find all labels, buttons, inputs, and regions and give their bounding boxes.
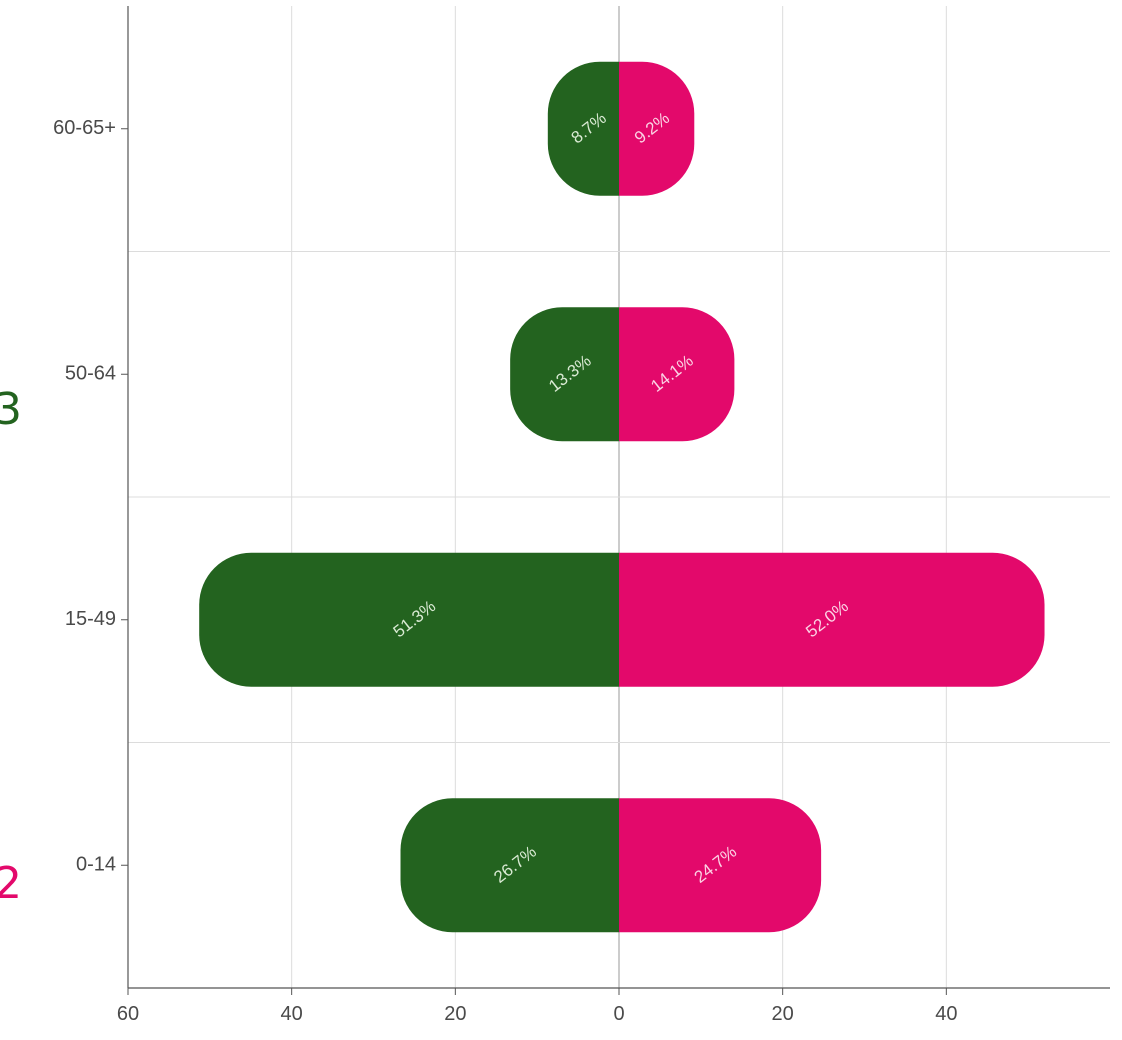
bar-right-50-64: [619, 307, 735, 442]
y-tick-label: 60-65+: [53, 117, 116, 139]
bar-right-60-65+: [619, 61, 695, 196]
x-tick-label: 60: [117, 1003, 139, 1025]
y-tick-label: 50-64: [65, 363, 116, 385]
tick-labels: 0-14 15-49 50-64 60-65+ 60 40 20 0 20 40: [53, 117, 957, 1025]
bar-left-50-64: [510, 307, 619, 442]
y-tick-label: 0-14: [76, 854, 116, 876]
y-tick-label: 15-49: [65, 608, 116, 630]
bars: 26.7% 24.7%51.3% 52.0%13.3% 14.1%8.7% 9.2%: [199, 61, 1045, 933]
edge-label-pink: 2: [0, 858, 22, 909]
x-tick-label: 0: [613, 1003, 624, 1025]
bar-left-0-14: [400, 798, 619, 933]
x-tick-label: 40: [935, 1003, 957, 1025]
axes: [121, 6, 1110, 995]
bar-left-60-65+: [547, 61, 619, 196]
edge-label-green: 3: [0, 384, 22, 435]
bar-right-15-49: [619, 552, 1045, 687]
x-tick-label: 20: [444, 1003, 466, 1025]
x-tick-label: 20: [772, 1003, 794, 1025]
bar-right-0-14: [619, 798, 822, 933]
bar-left-15-49: [199, 552, 619, 687]
x-tick-label: 40: [281, 1003, 303, 1025]
